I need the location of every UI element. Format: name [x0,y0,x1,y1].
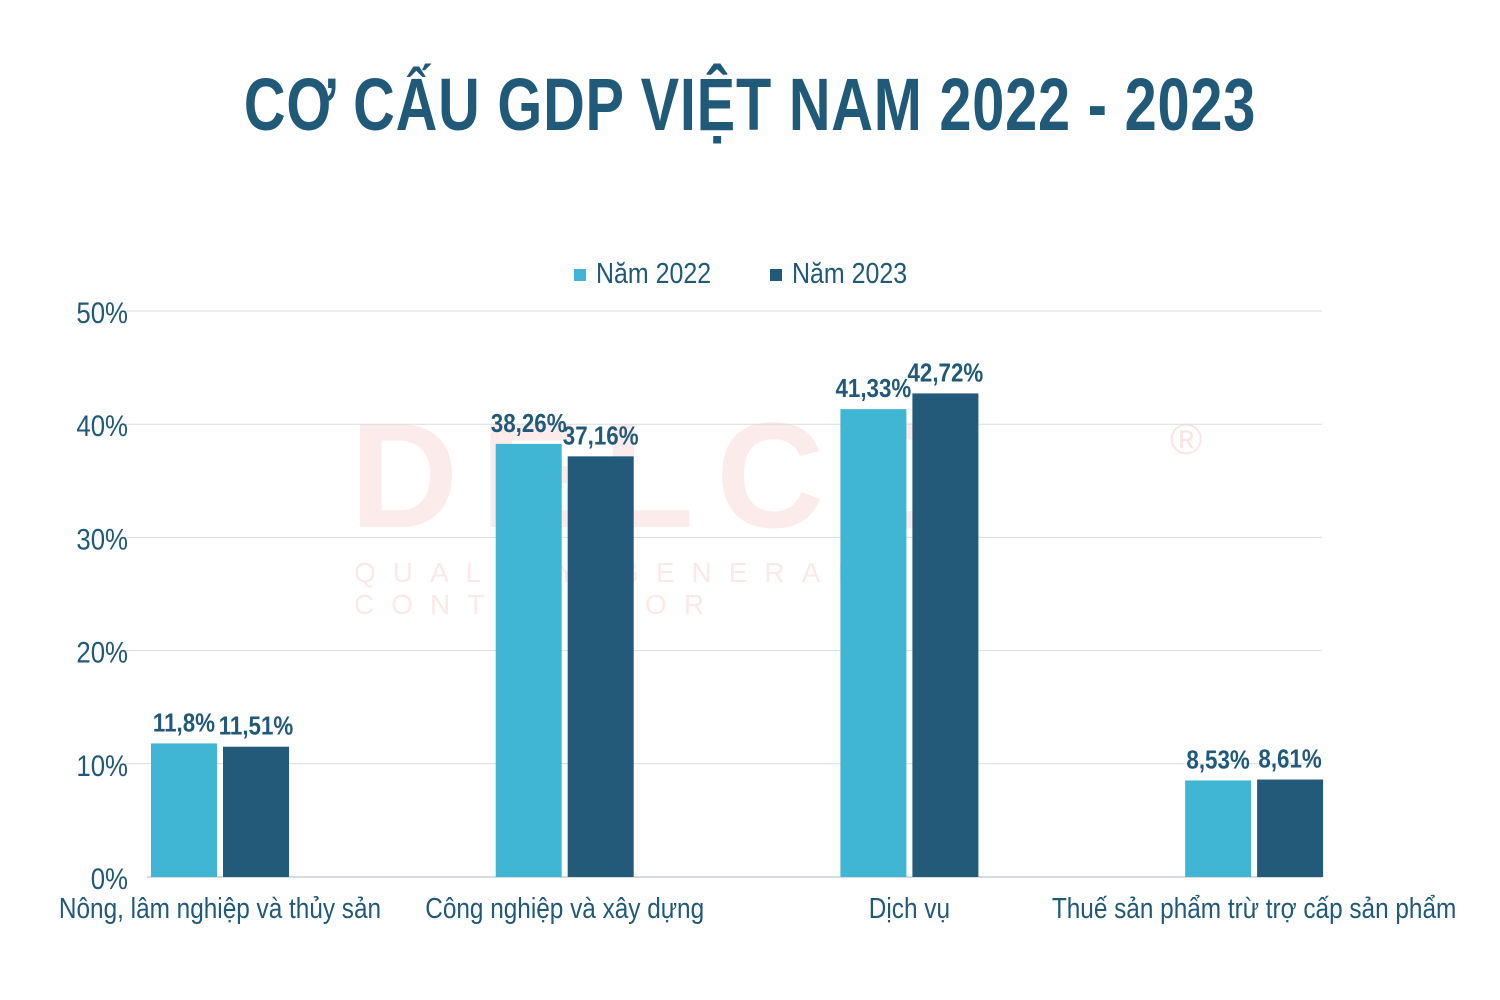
y-tick-label: 10% [76,749,128,782]
legend-swatch-2022 [574,268,587,281]
data-label: 8,61% [1258,745,1321,774]
y-tick-label: 30% [76,523,128,556]
y-tick-label: 40% [76,409,128,442]
bar-2023 [912,393,979,877]
data-label: 42,72% [907,359,983,388]
legend-label-2023: Năm 2023 [792,258,908,290]
y-tick-label: 50% [76,296,128,329]
legend-item-2022: Năm 2022 [574,258,730,291]
x-category-label: Nông, lâm nghiệp và thủy sản [59,892,381,924]
x-category-label: Dịch vụ [869,892,950,924]
bar-2022 [495,443,562,877]
data-label: 8,53% [1186,746,1249,775]
data-label: 41,33% [835,375,911,404]
data-label: 37,16% [563,422,639,451]
chart-title: CƠ CẤU GDP VIỆT NAM 2022 - 2023 [243,63,1257,146]
y-tick-label: 20% [76,636,128,669]
legend-item-2023: Năm 2023 [770,258,926,291]
bar-2022 [151,743,217,877]
bar-2023 [567,456,634,877]
x-category-label: Công nghiệp và xây dựng [425,892,704,924]
data-label: 11,51% [219,712,294,741]
legend-label-2022: Năm 2022 [596,258,712,290]
bar-2022 [840,409,907,877]
data-label: 11,8% [153,709,215,738]
chart-legend: Năm 2022 Năm 2023 [0,258,1500,291]
legend-swatch-2023 [770,268,782,281]
data-label: 38,26% [491,409,567,438]
bar-2022 [1185,780,1252,877]
bar-2023 [1257,779,1324,877]
bar-2023 [223,746,289,877]
y-tick-label: 0% [91,862,128,895]
x-category-label: Thuế sản phẩm trừ trợ cấp sản phẩm [1052,892,1456,924]
